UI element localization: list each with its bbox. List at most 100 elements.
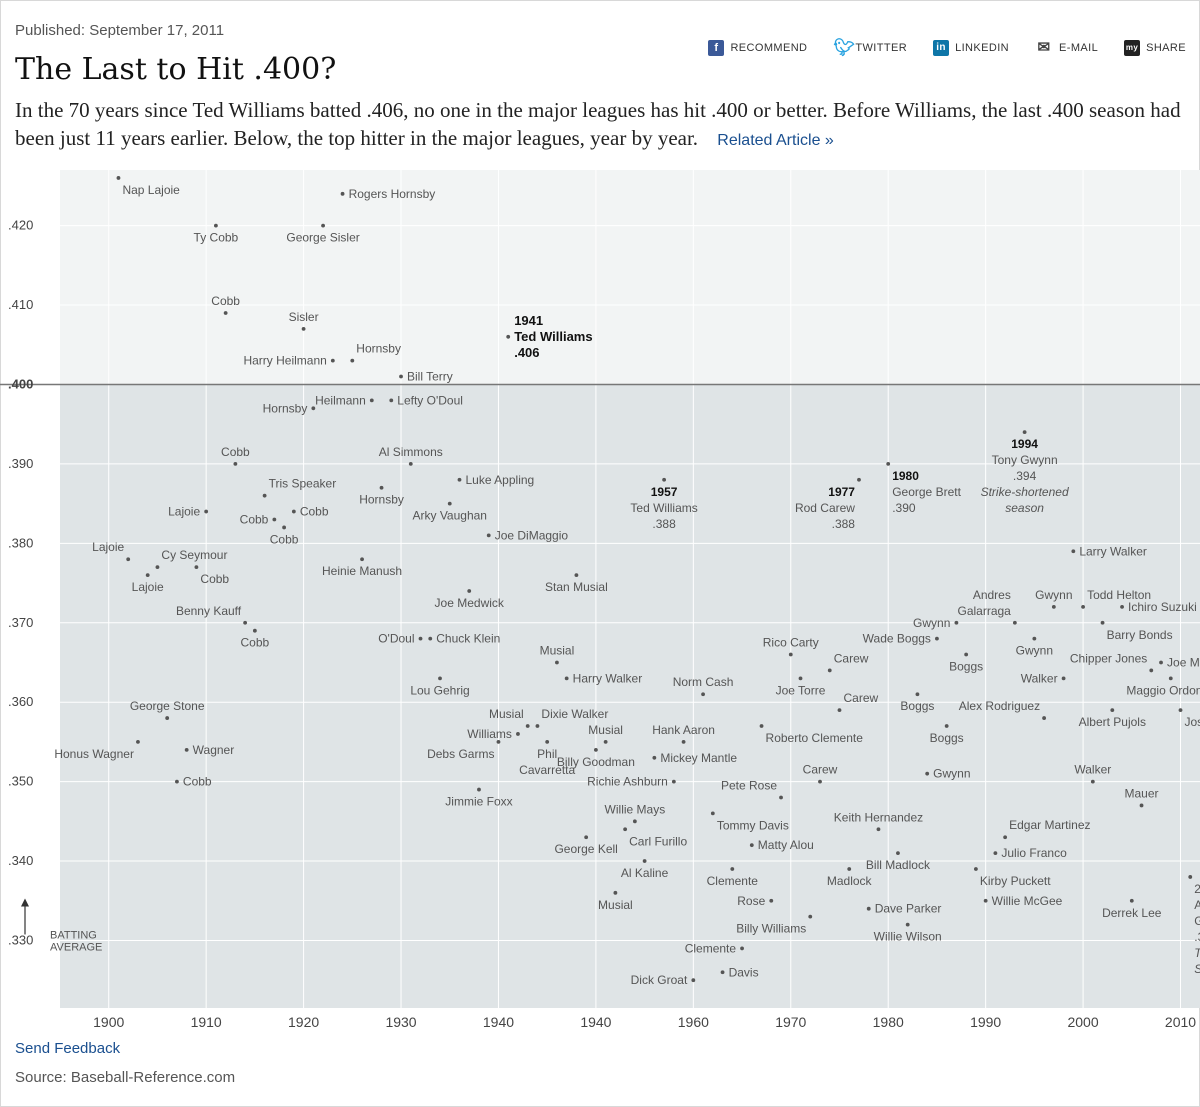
intro-paragraph: In the 70 years since Ted Williams batte… [15, 96, 1185, 155]
linkedin-button[interactable]: in LINKEDIN [933, 40, 1009, 56]
data-point [1168, 676, 1173, 681]
point-label: Andres [973, 588, 1011, 602]
source-note: Source: Baseball-Reference.com [15, 1069, 236, 1086]
point-label: Carew [843, 691, 878, 705]
x-tick-label: 2010 [1165, 1014, 1196, 1030]
x-tick-label: 1940 [580, 1014, 611, 1030]
point-label: Albert Pujols [1079, 715, 1146, 729]
data-point [428, 636, 433, 641]
x-tick-label: 1940 [483, 1014, 514, 1030]
data-point [1051, 604, 1056, 609]
point-label: .390 [892, 501, 916, 515]
data-point [837, 708, 842, 713]
data-point [438, 676, 442, 681]
data-point [1022, 430, 1027, 435]
email-label: E-MAIL [1059, 42, 1099, 54]
point-label: Gwynn [1016, 644, 1053, 658]
point-label: Al Simmons [379, 445, 443, 459]
point-label: Cobb [240, 512, 269, 526]
x-tick-label: 1920 [288, 1014, 319, 1030]
point-label: 1994 [1011, 437, 1038, 451]
data-point [136, 740, 140, 744]
point-label: Lou Gehrig [410, 683, 469, 697]
data-point [321, 223, 325, 228]
point-label: Todd Helton [1087, 588, 1151, 602]
data-point [204, 509, 209, 514]
point-label: Harry Heilmann [243, 354, 326, 368]
point-label: Tommy Davis [717, 818, 789, 832]
data-point [710, 811, 715, 816]
point-label: Maggio Ordonez [1126, 683, 1200, 697]
point-label: Chuck Klein [436, 632, 500, 646]
point-label: Lajoie [132, 580, 164, 594]
data-point [876, 827, 881, 832]
data-point [769, 898, 774, 903]
data-point [165, 716, 170, 720]
data-point [1012, 620, 1017, 625]
point-label: Larry Walker [1079, 544, 1147, 558]
data-point [545, 740, 550, 744]
recommend-button[interactable]: f RECOMMEND [708, 40, 807, 56]
y-axis-label: AVERAGE [50, 941, 102, 953]
point-label: Alex Rodriguez [959, 699, 1040, 713]
send-feedback-link[interactable]: Send Feedback [15, 1040, 121, 1057]
twitter-button[interactable]: 🐦︎ TWITTER [833, 39, 908, 56]
data-point [194, 565, 199, 570]
point-label: Cobb [300, 505, 329, 519]
data-point [243, 620, 248, 625]
point-label: Arky Vaughan [412, 509, 487, 523]
point-label: Derrek Lee [1102, 906, 1162, 920]
data-point [662, 477, 667, 482]
point-label: Nap Lajoie [122, 183, 180, 197]
data-point [126, 557, 131, 562]
point-label: Through [1194, 946, 1200, 960]
point-label: Hornsby [263, 401, 308, 415]
point-label: Luke Appling [465, 473, 534, 487]
point-label: Roberto Clemente [766, 731, 864, 745]
published-date: Published: September 17, 2011 [15, 22, 225, 39]
data-point [808, 914, 813, 919]
point-label: Dick Groat [631, 973, 688, 987]
point-label: Joe Torre [776, 683, 826, 697]
data-point [720, 970, 725, 975]
axis-arrow-head [21, 898, 29, 907]
data-point [389, 398, 394, 403]
point-label: Ted Williams [514, 329, 592, 344]
point-label: Rico Carty [763, 636, 819, 650]
x-tick-label: 1900 [93, 1014, 124, 1030]
data-point [603, 740, 608, 744]
point-label: Carew [803, 763, 838, 777]
data-point [993, 851, 998, 856]
twitter-label: TWITTER [855, 42, 908, 54]
data-point [1061, 676, 1066, 681]
point-label: Sept. 16 [1194, 962, 1200, 976]
myshare-icon: my [1124, 40, 1141, 56]
point-label: Stan Musial [545, 580, 608, 594]
data-point [535, 724, 540, 728]
point-label: Sisler [289, 310, 319, 324]
data-point [671, 779, 676, 784]
point-label: Walker [1021, 671, 1058, 685]
y-tick-label: .390 [8, 456, 33, 471]
data-point [964, 652, 969, 657]
email-button[interactable]: ✉ E-MAIL [1035, 40, 1098, 56]
point-label: Clemente [707, 874, 759, 888]
data-point [1139, 803, 1144, 808]
point-label: Walker [1074, 763, 1111, 777]
point-label: .406 [514, 345, 539, 360]
share-button[interactable]: my SHARE [1124, 40, 1186, 56]
point-label: Billy Williams [736, 922, 806, 936]
point-label: Dixie Walker [541, 707, 608, 721]
point-label: O'Doul [378, 632, 414, 646]
point-label: .388 [832, 517, 856, 531]
point-label: Ty Cobb [194, 231, 239, 245]
point-label: Hornsby [356, 342, 401, 356]
related-article-link[interactable]: Related Article » [717, 132, 834, 149]
point-label: Heinie Manush [322, 564, 402, 578]
data-point [330, 358, 335, 363]
x-tick-label: 2000 [1067, 1014, 1098, 1030]
data-point [1100, 620, 1105, 625]
point-label: .394 [1013, 469, 1037, 483]
data-point [262, 493, 267, 498]
point-label: George Brett [892, 485, 961, 499]
